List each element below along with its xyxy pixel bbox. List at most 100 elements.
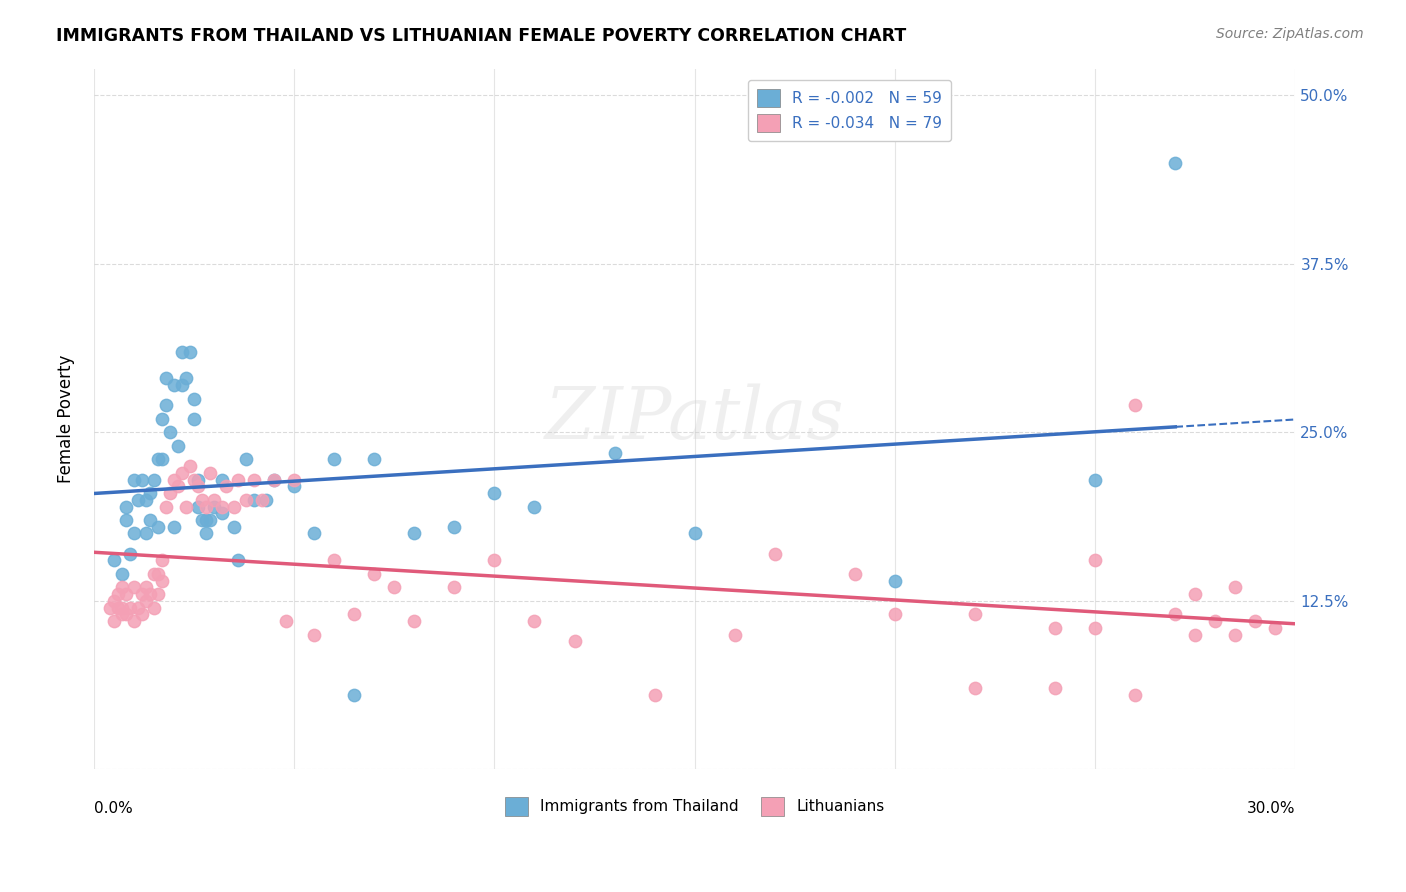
R = -0.034   N = 79 xyxy=(103,594,125,608)
R = -0.002   N = 59 xyxy=(150,412,173,426)
R = -0.034   N = 79 xyxy=(98,600,121,615)
R = -0.002   N = 59 xyxy=(283,479,305,493)
R = -0.002   N = 59 xyxy=(143,473,166,487)
R = -0.034   N = 79 xyxy=(963,681,986,696)
R = -0.034   N = 79 xyxy=(111,600,134,615)
R = -0.034   N = 79 xyxy=(644,688,666,702)
R = -0.034   N = 79 xyxy=(283,473,305,487)
R = -0.034   N = 79 xyxy=(135,594,157,608)
R = -0.002   N = 59 xyxy=(254,492,277,507)
R = -0.002   N = 59 xyxy=(118,547,141,561)
R = -0.034   N = 79 xyxy=(1123,688,1146,702)
R = -0.034   N = 79 xyxy=(1084,553,1107,567)
R = -0.002   N = 59 xyxy=(183,412,205,426)
R = -0.034   N = 79 xyxy=(146,566,169,581)
R = -0.034   N = 79 xyxy=(1184,627,1206,641)
R = -0.034   N = 79 xyxy=(143,600,166,615)
R = -0.034   N = 79 xyxy=(159,486,181,500)
R = -0.034   N = 79 xyxy=(202,492,225,507)
R = -0.034   N = 79 xyxy=(276,614,298,628)
R = -0.002   N = 59 xyxy=(139,486,162,500)
R = -0.034   N = 79 xyxy=(226,473,249,487)
R = -0.002   N = 59 xyxy=(183,392,205,406)
R = -0.034   N = 79 xyxy=(115,607,138,622)
R = -0.002   N = 59 xyxy=(484,486,506,500)
R = -0.034   N = 79 xyxy=(115,587,138,601)
R = -0.034   N = 79 xyxy=(564,634,586,648)
R = -0.002   N = 59 xyxy=(343,688,366,702)
R = -0.034   N = 79 xyxy=(243,473,266,487)
R = -0.002   N = 59 xyxy=(226,553,249,567)
R = -0.002   N = 59 xyxy=(146,452,169,467)
R = -0.002   N = 59 xyxy=(111,566,134,581)
R = -0.034   N = 79 xyxy=(484,553,506,567)
R = -0.034   N = 79 xyxy=(111,607,134,622)
R = -0.034   N = 79 xyxy=(107,587,129,601)
R = -0.002   N = 59 xyxy=(195,513,218,527)
R = -0.002   N = 59 xyxy=(263,473,285,487)
R = -0.034   N = 79 xyxy=(443,580,465,594)
Text: 0.0%: 0.0% xyxy=(94,801,132,816)
R = -0.002   N = 59 xyxy=(302,526,325,541)
R = -0.002   N = 59 xyxy=(198,513,221,527)
R = -0.002   N = 59 xyxy=(195,526,218,541)
R = -0.002   N = 59 xyxy=(235,452,257,467)
R = -0.002   N = 59 xyxy=(174,371,197,385)
R = -0.002   N = 59 xyxy=(122,473,145,487)
R = -0.002   N = 59 xyxy=(179,344,201,359)
R = -0.034   N = 79 xyxy=(1204,614,1226,628)
Text: IMMIGRANTS FROM THAILAND VS LITHUANIAN FEMALE POVERTY CORRELATION CHART: IMMIGRANTS FROM THAILAND VS LITHUANIAN F… xyxy=(56,27,907,45)
R = -0.002   N = 59 xyxy=(103,553,125,567)
R = -0.034   N = 79 xyxy=(122,614,145,628)
R = -0.002   N = 59 xyxy=(170,378,193,392)
R = -0.034   N = 79 xyxy=(198,466,221,480)
R = -0.002   N = 59 xyxy=(127,492,149,507)
R = -0.034   N = 79 xyxy=(179,459,201,474)
R = -0.034   N = 79 xyxy=(343,607,366,622)
R = -0.002   N = 59 xyxy=(1164,156,1187,170)
R = -0.034   N = 79 xyxy=(211,500,233,514)
R = -0.002   N = 59 xyxy=(170,344,193,359)
R = -0.002   N = 59 xyxy=(187,500,209,514)
R = -0.034   N = 79 xyxy=(146,587,169,601)
R = -0.002   N = 59 xyxy=(884,574,907,588)
R = -0.034   N = 79 xyxy=(174,500,197,514)
R = -0.034   N = 79 xyxy=(263,473,285,487)
R = -0.034   N = 79 xyxy=(127,600,149,615)
R = -0.034   N = 79 xyxy=(118,600,141,615)
R = -0.002   N = 59 xyxy=(155,399,177,413)
Y-axis label: Female Poverty: Female Poverty xyxy=(58,355,75,483)
R = -0.034   N = 79 xyxy=(103,614,125,628)
R = -0.034   N = 79 xyxy=(195,500,218,514)
R = -0.002   N = 59 xyxy=(135,492,157,507)
R = -0.034   N = 79 xyxy=(884,607,907,622)
R = -0.002   N = 59 xyxy=(323,452,346,467)
R = -0.034   N = 79 xyxy=(1043,621,1066,635)
R = -0.002   N = 59 xyxy=(159,425,181,440)
R = -0.002   N = 59 xyxy=(363,452,385,467)
R = -0.034   N = 79 xyxy=(139,587,162,601)
R = -0.002   N = 59 xyxy=(115,513,138,527)
R = -0.034   N = 79 xyxy=(323,553,346,567)
R = -0.002   N = 59 xyxy=(603,445,626,459)
R = -0.002   N = 59 xyxy=(115,500,138,514)
R = -0.034   N = 79 xyxy=(763,547,786,561)
R = -0.002   N = 59 xyxy=(150,452,173,467)
R = -0.034   N = 79 xyxy=(1184,587,1206,601)
Legend: Immigrants from Thailand, Lithuanians: Immigrants from Thailand, Lithuanians xyxy=(495,788,894,825)
R = -0.034   N = 79 xyxy=(183,473,205,487)
R = -0.034   N = 79 xyxy=(215,479,238,493)
R = -0.002   N = 59 xyxy=(243,492,266,507)
R = -0.034   N = 79 xyxy=(844,566,866,581)
Text: ZIPatlas: ZIPatlas xyxy=(546,384,845,454)
R = -0.002   N = 59 xyxy=(139,513,162,527)
R = -0.002   N = 59 xyxy=(211,506,233,520)
R = -0.034   N = 79 xyxy=(302,627,325,641)
R = -0.034   N = 79 xyxy=(1164,607,1187,622)
R = -0.034   N = 79 xyxy=(1043,681,1066,696)
R = -0.034   N = 79 xyxy=(150,553,173,567)
R = -0.002   N = 59 xyxy=(131,473,153,487)
R = -0.034   N = 79 xyxy=(155,500,177,514)
R = -0.034   N = 79 xyxy=(382,580,405,594)
Text: Source: ZipAtlas.com: Source: ZipAtlas.com xyxy=(1216,27,1364,41)
